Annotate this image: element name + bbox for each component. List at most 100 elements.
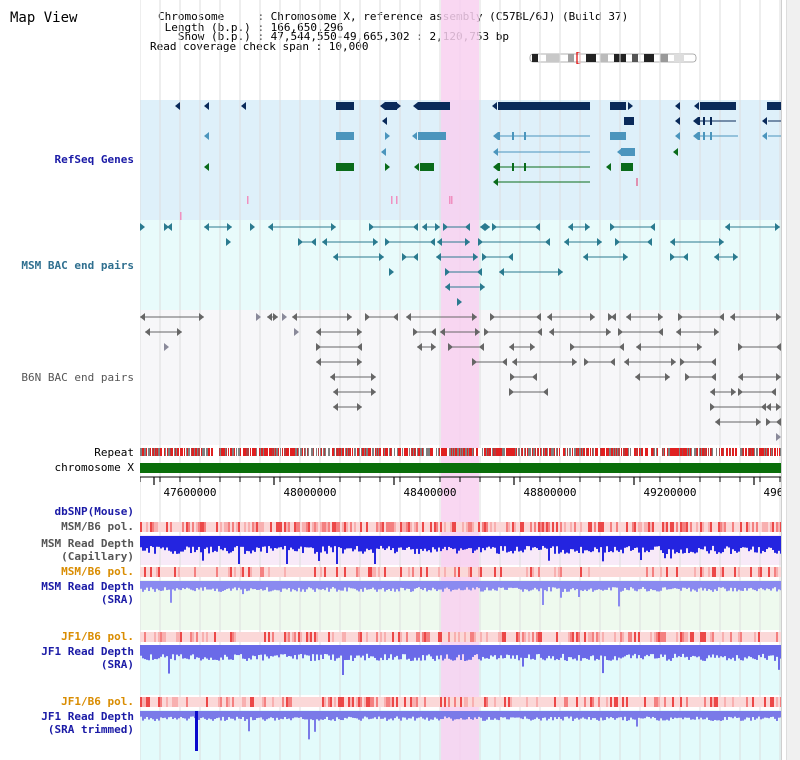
polymorphism-bin bbox=[218, 697, 220, 707]
depth-bin bbox=[400, 645, 402, 660]
depth-bin bbox=[232, 536, 234, 552]
polymorphism-bin bbox=[228, 522, 230, 532]
repeat-bin bbox=[754, 448, 755, 456]
depth-bin bbox=[282, 711, 284, 720]
msm-read-depth-capillary-label[interactable]: MSM Read Depth (Capillary) bbox=[41, 537, 134, 563]
depth-bin bbox=[634, 536, 636, 548]
refseq-genes-label[interactable]: RefSeq Genes bbox=[54, 153, 134, 166]
msm-bac-label[interactable]: MSM BAC end pairs bbox=[21, 259, 134, 272]
depth-bin bbox=[748, 645, 750, 657]
polymorphism-bin bbox=[714, 567, 716, 577]
depth-bin bbox=[166, 581, 168, 591]
depth-bin bbox=[706, 536, 708, 552]
repeat-bin bbox=[440, 448, 441, 456]
depth-bin bbox=[714, 711, 716, 720]
repeat-bin bbox=[462, 448, 463, 456]
dbsnp-label[interactable]: dbSNP(Mouse) bbox=[54, 505, 134, 518]
repeat-bin bbox=[624, 448, 625, 456]
polymorphism-bin bbox=[298, 632, 300, 642]
depth-bin bbox=[720, 711, 722, 721]
repeat-bin bbox=[329, 448, 330, 456]
depth-bin bbox=[308, 711, 310, 740]
depth-bin bbox=[622, 536, 624, 554]
jf1-b6-pol-label[interactable]: JF1/B6 pol. bbox=[61, 630, 134, 643]
depth-bin bbox=[770, 645, 772, 656]
jf1-b6-pol-trimmed-label[interactable]: JF1/B6 pol. bbox=[61, 695, 134, 708]
repeat-bin bbox=[647, 448, 648, 456]
vertical-scrollbar[interactable] bbox=[786, 0, 800, 760]
depth-bin bbox=[708, 711, 710, 720]
polymorphism-bin bbox=[208, 522, 210, 532]
polymorphism-bin bbox=[708, 697, 710, 707]
depth-bin bbox=[582, 711, 584, 718]
depth-bin bbox=[322, 711, 324, 720]
jf1-read-depth-trimmed-label[interactable]: JF1 Read Depth (SRA trimmed) bbox=[41, 710, 134, 736]
repeat-bin bbox=[628, 448, 629, 456]
repeat-bin bbox=[241, 448, 242, 456]
msm-b6-pol-sra-label[interactable]: MSM/B6 pol. bbox=[61, 565, 134, 578]
polymorphism-bin bbox=[162, 697, 164, 707]
depth-bin bbox=[758, 645, 760, 656]
depth-bin bbox=[208, 581, 210, 590]
b6n-bac-label[interactable]: B6N BAC end pairs bbox=[21, 371, 134, 384]
depth-bin bbox=[322, 645, 324, 660]
repeat-bin bbox=[193, 448, 194, 456]
polymorphism-bin bbox=[682, 632, 684, 642]
polymorphism-bin bbox=[476, 522, 478, 532]
repeat-bin bbox=[554, 448, 555, 456]
depth-bin bbox=[656, 645, 658, 659]
repeat-bin bbox=[189, 448, 190, 456]
polymorphism-bin bbox=[386, 632, 388, 642]
polymorphism-bin bbox=[780, 632, 781, 642]
depth-bin bbox=[190, 645, 192, 656]
genome-viewer[interactable]: 47600000 48000000 48400000 48800000 49200000… bbox=[140, 0, 781, 760]
bac-end bbox=[658, 328, 663, 336]
repeat-bin bbox=[417, 448, 418, 456]
polymorphism-bin bbox=[190, 632, 192, 642]
polymorphism-bin bbox=[696, 697, 698, 707]
polymorphism-bin bbox=[294, 522, 296, 532]
repeat-bin bbox=[586, 448, 587, 456]
depth-bin bbox=[652, 645, 654, 655]
bac-end bbox=[357, 328, 362, 336]
repeat-bin bbox=[753, 448, 754, 456]
polymorphism-bin bbox=[396, 522, 398, 532]
polymorphism-bin bbox=[288, 567, 290, 577]
depth-bin bbox=[374, 536, 376, 564]
repeat-bin bbox=[259, 448, 260, 456]
depth-bin bbox=[440, 536, 442, 552]
depth-bin bbox=[208, 711, 210, 719]
depth-bin bbox=[562, 536, 564, 550]
bac-end bbox=[373, 238, 378, 246]
depth-bin bbox=[360, 645, 362, 658]
repeat-bin bbox=[228, 448, 229, 456]
depth-bin bbox=[596, 536, 598, 549]
depth-bin bbox=[140, 711, 142, 717]
polymorphism-bin bbox=[212, 697, 214, 707]
polymorphism-bin bbox=[154, 697, 156, 707]
depth-bin bbox=[540, 645, 542, 658]
depth-bin bbox=[292, 645, 294, 659]
polymorphism-bin bbox=[746, 522, 748, 532]
polymorphism-bin bbox=[546, 632, 548, 642]
depth-bin bbox=[468, 645, 470, 660]
depth-bin bbox=[456, 536, 458, 554]
repeat-bin bbox=[671, 448, 672, 456]
depth-bin bbox=[730, 581, 732, 588]
polymorphism-bin bbox=[442, 522, 444, 532]
polymorphism-bin bbox=[464, 697, 466, 707]
polymorphism-bin bbox=[168, 522, 170, 532]
depth-bin bbox=[334, 711, 336, 721]
depth-bin bbox=[646, 645, 648, 655]
msm-read-depth-sra-label[interactable]: MSM Read Depth (SRA) bbox=[41, 580, 134, 606]
msm-b6-pol-label[interactable]: MSM/B6 pol. bbox=[61, 520, 134, 533]
depth-bin bbox=[236, 711, 238, 717]
jf1-read-depth-sra-label[interactable]: JF1 Read Depth (SRA) bbox=[41, 645, 134, 671]
polymorphism-bin bbox=[686, 632, 688, 642]
polymorphism-bin bbox=[394, 567, 396, 577]
polymorphism-bin bbox=[646, 522, 648, 532]
polymorphism-bin bbox=[390, 632, 392, 642]
polymorphism-bin bbox=[416, 567, 418, 577]
polymorphism-bin bbox=[524, 697, 526, 707]
polymorphism-bin bbox=[386, 697, 388, 707]
